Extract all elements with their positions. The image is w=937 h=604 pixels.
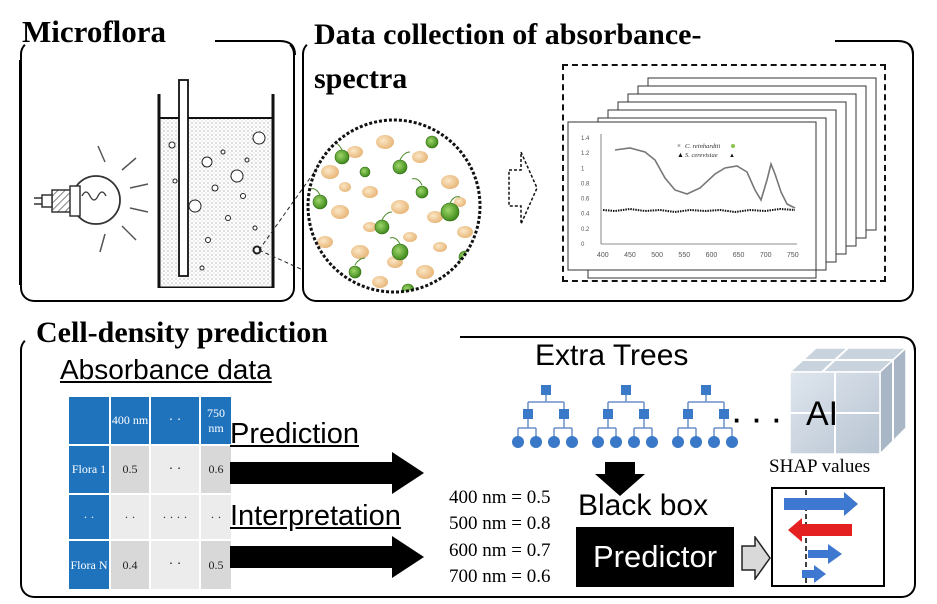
x-tick-label: 600 — [706, 252, 718, 259]
tree-icon — [672, 385, 738, 448]
x-tick-label: 400 — [597, 252, 609, 259]
prediction-arrow-icon — [230, 452, 424, 494]
x-tick-label: 450 — [624, 252, 636, 259]
absorbance-heading: Absorbance data — [60, 354, 272, 385]
table-cell: 0.4 — [111, 541, 149, 589]
table-cell: 0.5 — [111, 446, 149, 493]
value-700: 700 nm = 0.6 — [449, 566, 551, 587]
x-tick-label: 550 — [678, 252, 690, 259]
spectra-stack-border — [562, 64, 886, 282]
predictor-label: Predictor — [592, 539, 718, 574]
predictor-box: Predictor — [576, 527, 734, 587]
x-tick-label: 650 — [733, 252, 745, 259]
table-header-cell: 400 nm — [111, 397, 149, 444]
y-tick-label: 1.4 — [581, 136, 590, 142]
y-tick-label: 0 — [581, 242, 585, 248]
table-row-label: Flora 1 — [69, 446, 109, 493]
tree-icon — [512, 385, 578, 448]
interpretation-arrow-icon — [230, 536, 424, 578]
microscope-view — [306, 118, 482, 294]
ai-label: AI — [806, 395, 839, 433]
extra-trees-icon — [512, 385, 738, 448]
extra-trees-label: Extra Trees — [535, 339, 689, 372]
y-tick-label: 0.8 — [581, 181, 590, 187]
x-tick-label: 500 — [651, 252, 663, 259]
ai-cube-icon — [788, 346, 908, 456]
table-header-cell: · · — [151, 397, 199, 444]
beaker-culture — [157, 79, 275, 288]
value-500: 500 nm = 0.8 — [449, 513, 551, 534]
table-header-cell — [69, 397, 109, 444]
y-tick-label: 1 — [581, 166, 585, 172]
microflora-title: Microflora — [22, 14, 167, 49]
interpretation-label: Interpretation — [230, 500, 401, 532]
value-600: 600 nm = 0.7 — [449, 540, 551, 561]
table-header-cell: 750 nm — [201, 397, 231, 444]
absorbance-table: 400 nm · · 750 nm Flora 1 0.5 · · 0.6 · … — [67, 395, 233, 591]
table-cell: · · — [111, 495, 149, 539]
tree-icon — [592, 385, 658, 448]
shap-bar-2 — [788, 518, 852, 542]
x-tick-label: 750 — [787, 252, 799, 259]
y-tick-label: 0.2 — [581, 227, 590, 233]
shap-panel — [771, 487, 885, 587]
y-tick-label: 0.6 — [581, 197, 590, 203]
value-400: 400 nm = 0.5 — [449, 487, 551, 508]
table-cell: · · — [201, 495, 231, 539]
ellipsis: · · · — [733, 405, 784, 435]
spectra-stack — [567, 77, 877, 279]
cell-density-title: Cell-density prediction — [36, 316, 328, 349]
table-cell: · · · · — [151, 495, 199, 539]
x-tick-label: 700 — [760, 252, 772, 259]
legend-s-cerevisiae: S. cerevisiae — [685, 152, 718, 159]
series-c-reinhardtii — [614, 147, 796, 209]
series-s-cerevisiae — [602, 207, 796, 214]
svg-text:▲: ▲ — [729, 153, 735, 159]
spectra-chart: 1.4 1.2 1 0.8 0.6 0.4 0.2 0 400 450 500 550 600 650 7… — [581, 134, 799, 259]
table-cell: 0.6 — [201, 446, 231, 493]
zoom-lines — [258, 149, 331, 270]
table-row-label: Flora N — [69, 541, 109, 589]
data-collection-title-2: spectra — [314, 62, 408, 95]
table-cell: 0.5 — [201, 541, 231, 589]
shap-bar-4 — [802, 565, 826, 583]
y-tick-label: 1.2 — [581, 151, 590, 157]
table-cell: · · — [151, 541, 199, 589]
shap-bar-1 — [784, 492, 858, 516]
y-tick-label: 0.4 — [581, 212, 590, 218]
shap-bar-3 — [808, 544, 842, 564]
black-box-label: Black box — [578, 489, 709, 522]
dashed-arrow-icon — [508, 151, 538, 225]
table-cell: · · — [151, 446, 199, 493]
down-arrow-icon — [595, 462, 645, 496]
light-bulb-icon — [34, 145, 149, 253]
legend-c-reinhardtii: C. reinhardtii — [685, 143, 720, 150]
table-row-label: · · — [69, 495, 109, 539]
prediction-label: Prediction — [230, 418, 359, 450]
microflora-frame — [20, 40, 295, 302]
data-collection-title: Data collection of absorbance- — [314, 18, 702, 51]
svg-text:×: × — [677, 142, 681, 150]
shap-label: SHAP values — [769, 456, 871, 477]
gray-arrow-icon — [741, 536, 771, 580]
svg-text:▲: ▲ — [677, 151, 684, 159]
